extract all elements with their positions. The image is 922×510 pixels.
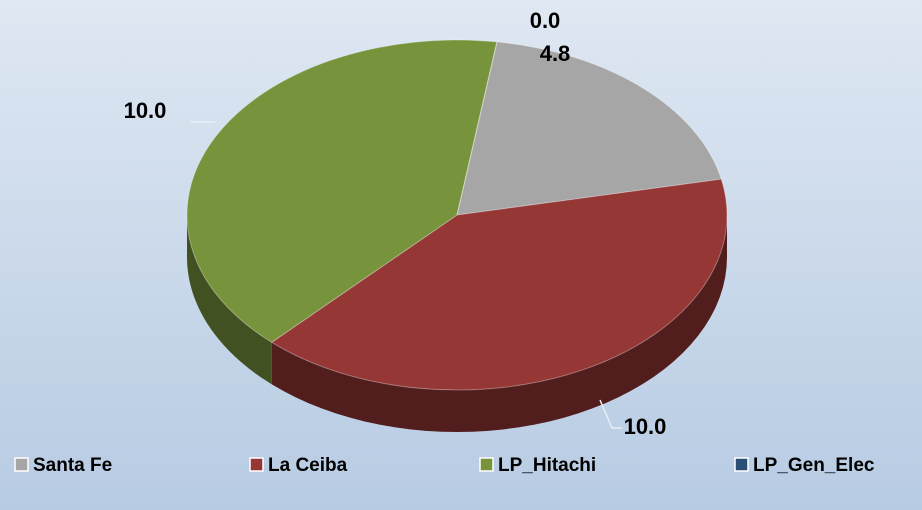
data-label: 0.0 [530, 8, 561, 33]
leader-line [599, 399, 622, 429]
legend-label: LP_Gen_Elec [753, 455, 875, 476]
legend-label: Santa Fe [33, 455, 112, 476]
legend-label: La Ceiba [268, 455, 348, 476]
legend-label: LP_Hitachi [498, 455, 596, 476]
legend-swatch [249, 457, 264, 472]
legend-swatch [14, 457, 29, 472]
data-label: 10.0 [624, 414, 667, 439]
pie-side [187, 215, 272, 385]
data-label: 10.0 [124, 98, 167, 123]
pie-slice [186, 39, 498, 343]
pie [186, 39, 728, 432]
legend-swatch [479, 457, 494, 472]
pie-slice [456, 41, 722, 216]
legend-swatch [734, 457, 749, 472]
pie-slice [270, 178, 728, 391]
pie-side [271, 215, 727, 432]
data-label: 4.8 [540, 41, 571, 66]
